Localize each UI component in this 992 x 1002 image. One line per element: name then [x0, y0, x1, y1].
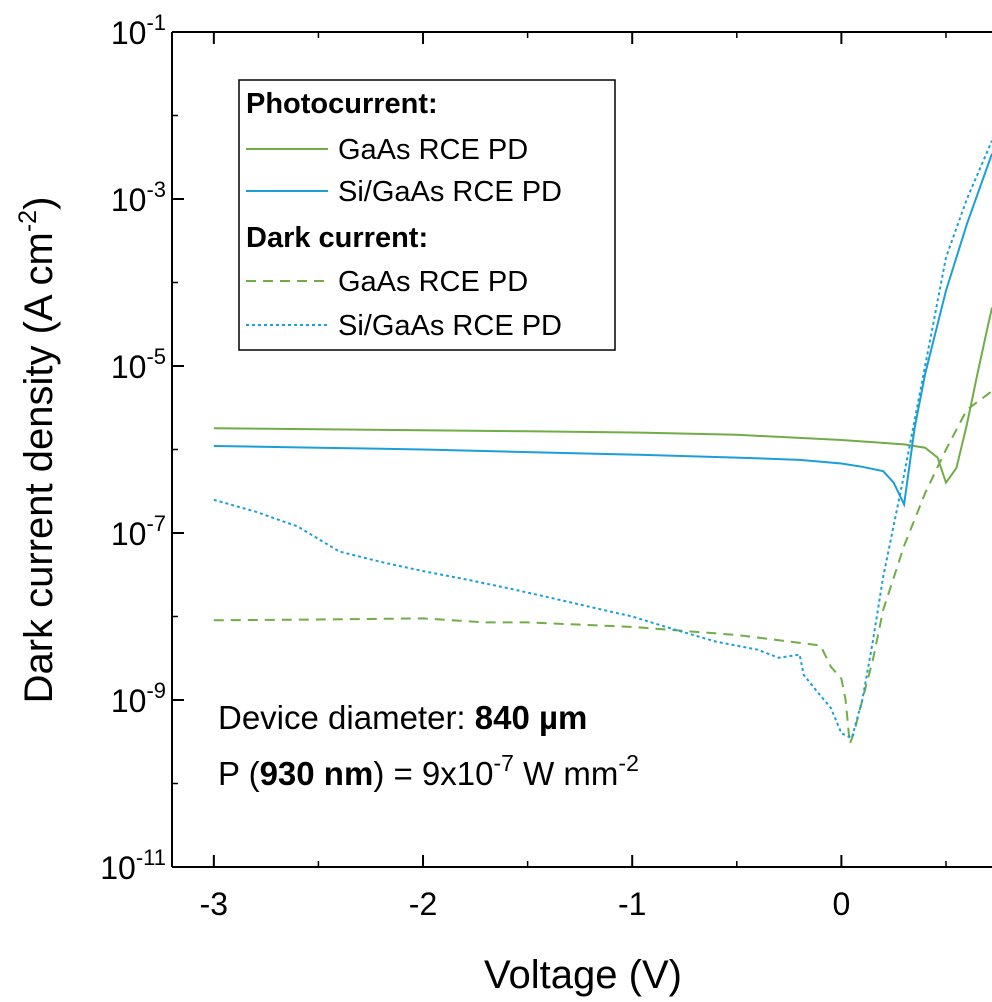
- annotation-power-close: ): [373, 755, 384, 792]
- annotation-device-diameter: Device diameter: 840 µm: [218, 699, 587, 736]
- x-tick-label: -3: [200, 886, 228, 922]
- y-axis-title-close: ): [17, 197, 61, 210]
- legend-label-dark-gaas: GaAs RCE PD: [338, 266, 528, 298]
- series-line-dark-current-gaas-rce-pd: [213, 390, 992, 745]
- x-tick-label: 0: [832, 886, 850, 922]
- legend-heading-dark: Dark current:: [246, 222, 428, 254]
- legend-label-dark-sigaas: Si/GaAs RCE PD: [338, 310, 562, 342]
- annotation-diameter-value: 840 µm: [475, 699, 588, 736]
- series-layer: [213, 140, 992, 745]
- y-axis-title: Dark current density (A cm-2): [14, 197, 61, 704]
- annotation-power-p: P (: [218, 755, 260, 792]
- y-axis-title-main: Dark current density (A cm: [17, 232, 61, 703]
- annotation-power-exp1: -7: [493, 750, 513, 776]
- series-line-dark-current-si-gaas-rce-pd: [213, 140, 992, 740]
- annotation-power-wavelength: 930 nm: [260, 755, 374, 792]
- series-line-photocurrent-si-gaas-rce-pd: [213, 153, 992, 508]
- legend-label-photo-sigaas: Si/GaAs RCE PD: [338, 176, 562, 208]
- annotation-power-exp2: -2: [618, 750, 638, 776]
- annotation-diameter-prefix: Device diameter:: [218, 699, 475, 736]
- x-tick-label: -2: [409, 886, 437, 922]
- legend-heading-photocurrent: Photocurrent:: [246, 88, 438, 120]
- legend: Photocurrent: GaAs RCE PD Si/GaAs RCE PD…: [238, 79, 616, 351]
- legend-box: [238, 79, 616, 351]
- y-axis-title-sup: -2: [14, 210, 42, 232]
- y-tick-label: 10-9: [111, 678, 166, 719]
- y-tick-label: 10-5: [111, 344, 166, 385]
- y-tick-label: 10-7: [111, 511, 166, 552]
- x-tick-label: -1: [618, 886, 646, 922]
- x-axis-ticks: -3 -2 -1 0: [200, 32, 947, 922]
- y-axis-ticks: 10-11 10-9 10-7 10-5 10-3 10-1: [100, 10, 184, 886]
- annotation-power: P (930 nm) = 9x10-7 W mm-2: [218, 750, 639, 792]
- annotation-power-eq: = 9x10: [384, 755, 493, 792]
- y-tick-label: 10-1: [111, 10, 166, 51]
- x-axis-title: Voltage (V): [484, 953, 682, 997]
- annotation-power-unit: W mm: [514, 755, 618, 792]
- y-tick-label: 10-11: [100, 845, 166, 886]
- y-tick-label: 10-3: [111, 177, 166, 218]
- legend-label-photo-gaas: GaAs RCE PD: [338, 134, 528, 166]
